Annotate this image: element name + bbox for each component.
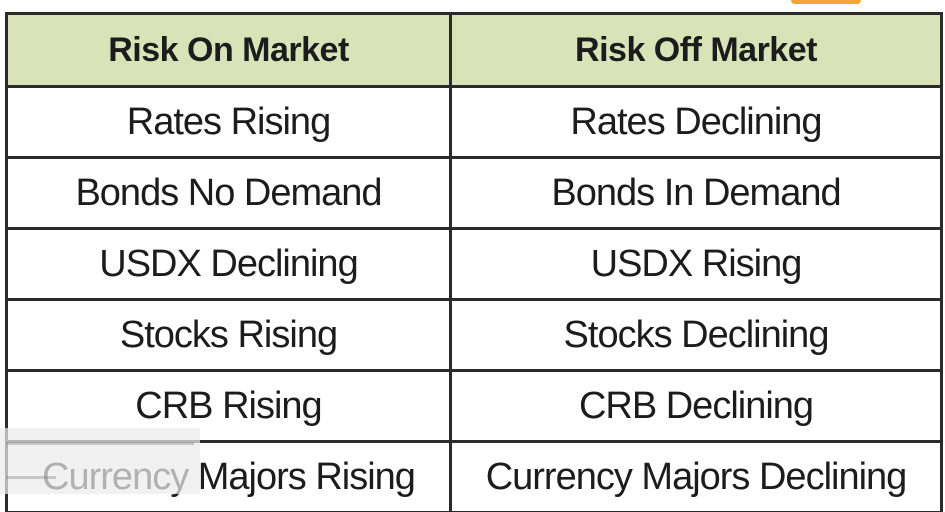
header-row: Risk On Market Risk Off Market xyxy=(5,12,943,88)
orange-accent-bar xyxy=(791,0,861,4)
table-row: USDX Declining USDX Rising xyxy=(5,227,943,301)
risk-on-cell: Bonds No Demand xyxy=(5,156,452,230)
risk-off-cell: Currency Majors Declining xyxy=(449,440,943,512)
table-row: Rates Rising Rates Declining xyxy=(5,85,943,159)
risk-off-cell: Rates Declining xyxy=(449,85,943,159)
header-risk-on: Risk On Market xyxy=(5,12,452,88)
risk-on-cell: CRB Rising xyxy=(5,369,452,443)
table-row: Stocks Rising Stocks Declining xyxy=(5,298,943,372)
risk-comparison-table: Risk On Market Risk Off Market Rates Ris… xyxy=(5,12,943,512)
table-row: CRB Rising CRB Declining xyxy=(5,369,943,443)
header-risk-off: Risk Off Market xyxy=(449,12,943,88)
risk-on-cell: USDX Declining xyxy=(5,227,452,301)
table-row: Currency Majors Rising Currency Majors D… xyxy=(5,440,943,512)
risk-off-cell: CRB Declining xyxy=(449,369,943,443)
risk-off-cell: USDX Rising xyxy=(449,227,943,301)
risk-off-cell: Bonds In Demand xyxy=(449,156,943,230)
risk-off-cell: Stocks Declining xyxy=(449,298,943,372)
risk-on-cell: Currency Majors Rising xyxy=(5,440,452,512)
risk-on-cell: Stocks Rising xyxy=(5,298,452,372)
table-row: Bonds No Demand Bonds In Demand xyxy=(5,156,943,230)
risk-on-cell: Rates Rising xyxy=(5,85,452,159)
